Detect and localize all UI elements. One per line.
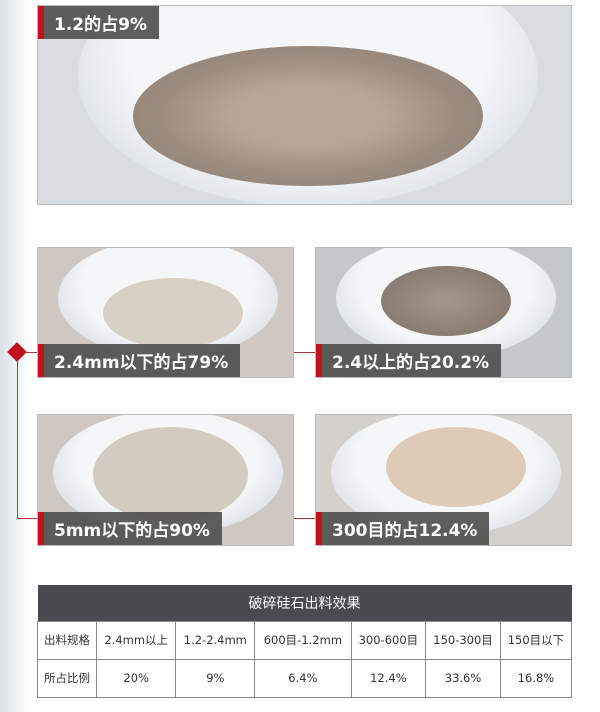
photo-label: 2.4mm以下的占79%	[38, 344, 241, 377]
output-table: 破碎硅石出料效果 出料规格 2.4mm以上 1.2-2.4mm 600目-1.2…	[37, 585, 573, 698]
photo-1-2mm: 1.2的占9%	[37, 5, 572, 205]
table-cell: 150-300目	[425, 620, 501, 660]
photo-label: 5mm以下的占90%	[38, 512, 222, 545]
connector-line	[17, 352, 37, 353]
photo-300-mesh: 300目的占12.4%	[315, 414, 572, 546]
connector-line	[294, 352, 315, 353]
table-cell: 12.4%	[350, 658, 427, 698]
table-cell: 所占比例	[37, 658, 97, 698]
photo-below-2-4mm: 2.4mm以下的占79%	[37, 247, 294, 378]
photo-label: 2.4以上的占20.2%	[316, 344, 502, 377]
table-cell: 16.8%	[499, 658, 573, 698]
table-title: 破碎硅石出料效果	[37, 585, 572, 621]
table-cell: 2.4mm以上	[95, 620, 177, 660]
table-cell: 出料规格	[37, 620, 97, 660]
table-cell: 1.2-2.4mm	[175, 620, 256, 660]
table-row: 出料规格 2.4mm以上 1.2-2.4mm 600目-1.2mm 300-60…	[37, 620, 573, 660]
table-row: 所占比例 20% 9% 6.4% 12.4% 33.6% 16.8%	[37, 658, 573, 698]
connector-line	[17, 518, 37, 519]
table-cell: 600目-1.2mm	[254, 620, 352, 660]
table-cell: 150目以下	[499, 620, 573, 660]
table-cell: 6.4%	[254, 658, 352, 698]
table-cell: 33.6%	[425, 658, 501, 698]
table-cell: 20%	[95, 658, 177, 698]
photo-below-5mm: 5mm以下的占90%	[37, 414, 294, 546]
table-cell: 300-600目	[350, 620, 427, 660]
photo-label: 1.2的占9%	[38, 6, 159, 39]
photo-label: 300目的占12.4%	[316, 512, 490, 545]
photo-above-2-4mm: 2.4以上的占20.2%	[315, 247, 572, 378]
connector-line	[17, 352, 18, 518]
connector-line	[294, 518, 315, 519]
table-cell: 9%	[175, 658, 256, 698]
